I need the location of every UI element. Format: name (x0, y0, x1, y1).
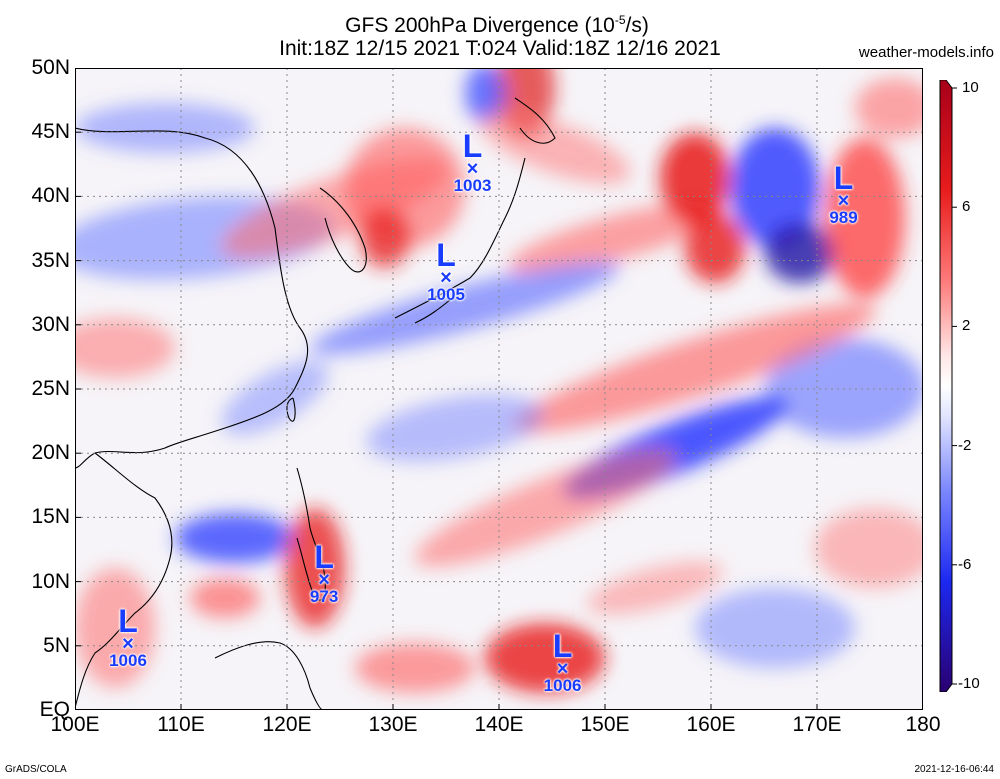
longitude-label: 140E (474, 713, 524, 736)
latitude-label: 5N (43, 633, 70, 657)
low-pressure-value: 1006 (109, 650, 147, 670)
low-letter: L (314, 538, 334, 575)
colorbar-label: -2 (958, 436, 972, 454)
latitude-label: 10N (31, 569, 70, 593)
longitude-label: 130E (368, 713, 418, 736)
low-pressure-center: L × 989 (814, 159, 874, 227)
axis-ticks (75, 68, 923, 710)
borneo-coast (214, 641, 324, 710)
longitude-label: 180 (905, 713, 941, 736)
low-letter: L (462, 127, 483, 164)
low-letter: L (436, 236, 456, 273)
source-credit: weather-models.info (858, 44, 994, 61)
longitude-label: 150E (580, 713, 630, 736)
low-letter: L (118, 602, 138, 639)
map-subtitle: Init:18Z 12/15 2021 T:024 Valid:18Z 12/1… (279, 37, 721, 60)
generated-timestamp: 2021-12-16-06:44 (914, 764, 994, 775)
low-pressure-value: 989 (829, 207, 858, 227)
longitude-label: 110E (157, 713, 205, 736)
map-title: GFS 200hPa Divergence (10-5/s) (0, 8, 997, 38)
colorbar-label: 2 (962, 317, 971, 335)
longitude-label: 120E (262, 713, 312, 736)
low-center-marker: × (440, 266, 452, 289)
longitude-label: 170E (792, 713, 842, 736)
colorbar-label: 10 (962, 79, 979, 96)
latitude-label: EQ (39, 698, 70, 721)
low-pressure-center: L × 1005 (416, 236, 476, 304)
latitude-label: 45N (31, 120, 70, 144)
low-pressure-center: L × 1006 (98, 602, 158, 670)
low-center-marker: × (318, 568, 330, 591)
low-letter: L (552, 628, 573, 665)
japan-coast (394, 157, 526, 324)
divergence-field (75, 68, 923, 693)
latitude-label: 50N (31, 56, 70, 79)
colorbar-ticks (952, 87, 957, 685)
colorbar-label: -6 (958, 555, 972, 573)
colorbar-label: 6 (962, 198, 971, 216)
taiwan-coast (286, 397, 296, 422)
low-center-marker: × (556, 658, 569, 681)
title-unit: /s) (625, 14, 649, 37)
low-center-marker: × (466, 157, 479, 180)
latitude-label: 35N (31, 248, 70, 272)
low-center-marker: × (837, 189, 850, 212)
low-pressure-center: L × 1006 (533, 628, 593, 696)
hokkaido-coast (514, 97, 556, 144)
philippines-coast (296, 467, 326, 601)
latitude-label: 25N (31, 377, 70, 400)
longitude-label: 100E (50, 713, 100, 736)
colorbar-label: -10 (958, 675, 980, 692)
indochina-coast (75, 452, 173, 709)
asia-coast (75, 127, 309, 469)
title-exponent: -5 (614, 13, 626, 27)
low-pressure-center: L × 1003 (443, 127, 503, 195)
software-credit: GrADS/COLA (5, 764, 67, 775)
colorbar (939, 80, 957, 692)
latitude-label: 20N (31, 441, 70, 465)
title-text: GFS 200hPa Divergence (10 (345, 14, 615, 37)
latitude-label: 15N (31, 505, 70, 529)
low-letter: L (833, 159, 854, 196)
graticule (75, 68, 923, 710)
longitude-label: 160E (686, 713, 736, 736)
latitude-label: 30N (31, 312, 70, 336)
korea-coast (319, 187, 367, 273)
low-pressure-value: 1003 (453, 175, 492, 195)
low-pressure-value: 1005 (427, 284, 465, 304)
colorbar-scale (939, 80, 953, 692)
latitude-label: 40N (31, 184, 70, 208)
coastlines (75, 97, 556, 710)
low-pressure-value: 1006 (543, 676, 582, 696)
divergence-map (75, 68, 923, 710)
low-pressure-center: L × 973 (294, 538, 354, 606)
low-center-marker: × (122, 632, 134, 655)
low-pressure-value: 973 (309, 586, 339, 606)
